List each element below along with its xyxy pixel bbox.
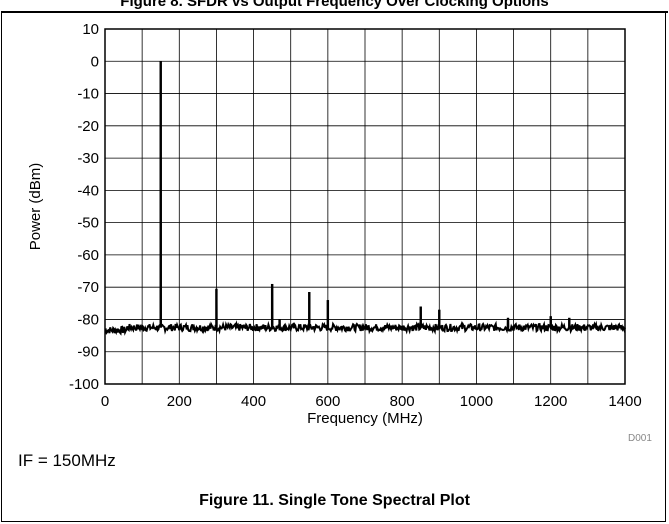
x-tick-label: 600 bbox=[315, 393, 340, 410]
x-tick-label: 200 bbox=[167, 393, 192, 410]
x-tick-label: 800 bbox=[390, 393, 415, 410]
x-tick-label: 1000 bbox=[460, 393, 493, 410]
figure-caption: Figure 11. Single Tone Spectral Plot bbox=[199, 492, 470, 509]
figure-code: D001 bbox=[628, 433, 652, 444]
y-tick-label: -90 bbox=[77, 344, 99, 361]
y-tick-label: 0 bbox=[91, 53, 99, 70]
tick-labels: 0 200 400 600 800 1000 1200 1400 10 0 -10 -20 -30 -40… bbox=[69, 21, 642, 410]
y-tick-label: -100 bbox=[69, 376, 99, 393]
x-tick-label: 0 bbox=[101, 393, 109, 410]
plot-border bbox=[104, 28, 626, 385]
trace bbox=[104, 61, 626, 336]
y-tick-label: -70 bbox=[77, 279, 99, 296]
y-tick-label: -40 bbox=[77, 182, 99, 199]
y-axis-label: Power (dBm) bbox=[27, 163, 44, 251]
x-tick-label: 400 bbox=[241, 393, 266, 410]
header-title: Figure 8. SFDR vs Output Frequency Over … bbox=[120, 0, 549, 10]
spectrum-trace bbox=[104, 61, 626, 336]
y-tick-label: -80 bbox=[77, 311, 99, 328]
x-tick-label: 1200 bbox=[534, 393, 567, 410]
figure-frame bbox=[1, 12, 666, 522]
if-note: IF = 150MHz bbox=[18, 451, 116, 470]
x-axis-label: Frequency (MHz) bbox=[307, 410, 423, 427]
y-tick-label: -50 bbox=[77, 215, 99, 232]
y-tick-label: 10 bbox=[82, 21, 99, 38]
y-tick-label: -20 bbox=[77, 118, 99, 135]
y-tick-label: -10 bbox=[77, 86, 99, 103]
x-tick-label: 1400 bbox=[608, 393, 641, 410]
y-tick-label: -60 bbox=[77, 247, 99, 264]
y-tick-label: -30 bbox=[77, 150, 99, 167]
